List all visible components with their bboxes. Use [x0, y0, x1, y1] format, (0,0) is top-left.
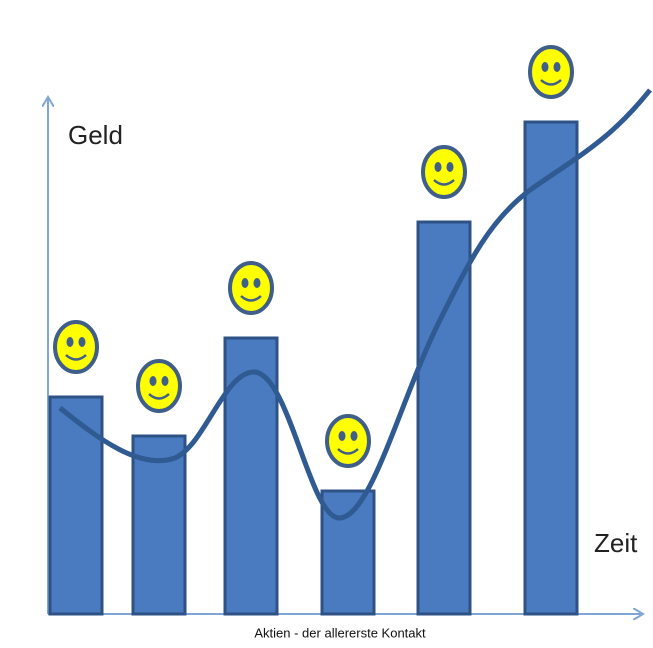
- smiley-eye: [149, 376, 157, 386]
- smiley-eye: [553, 62, 561, 72]
- smiley-mouth: [540, 79, 562, 86]
- smiley-face: [136, 359, 182, 413]
- smileys: [53, 45, 574, 468]
- smiley-mouth: [240, 295, 262, 302]
- smiley-eye: [161, 376, 169, 386]
- smiley-eye: [78, 337, 86, 347]
- smiley-mouth: [148, 393, 170, 400]
- trend-curve: [58, 88, 652, 521]
- x-axis-label: Zeit: [594, 528, 638, 558]
- smiley: [53, 320, 99, 374]
- smiley: [528, 45, 574, 99]
- bar: [523, 120, 579, 616]
- smiley-face: [421, 145, 467, 199]
- smiley-mouth: [65, 354, 87, 361]
- smiley: [325, 414, 371, 468]
- y-axis-label: Geld: [68, 120, 123, 150]
- bar: [320, 489, 376, 616]
- smiley-face: [53, 320, 99, 374]
- smiley-eye: [338, 431, 346, 441]
- smiley-face: [528, 45, 574, 99]
- smiley: [228, 261, 274, 315]
- smiley-face: [228, 261, 274, 315]
- caption: Aktien - der allererste Kontakt: [254, 625, 426, 640]
- smiley-eye: [541, 62, 549, 72]
- smiley-eye: [66, 337, 74, 347]
- smiley-eye: [434, 162, 442, 172]
- bar: [131, 434, 187, 616]
- smiley-eye: [446, 162, 454, 172]
- smiley: [421, 145, 467, 199]
- smiley: [136, 359, 182, 413]
- smiley-eye: [350, 431, 358, 441]
- smiley-mouth: [337, 448, 359, 455]
- smiley-eye: [253, 278, 261, 288]
- smiley-eye: [241, 278, 249, 288]
- bars: [48, 120, 579, 616]
- smiley-face: [325, 414, 371, 468]
- bar: [48, 395, 104, 616]
- bar: [416, 220, 472, 616]
- smiley-mouth: [433, 179, 455, 186]
